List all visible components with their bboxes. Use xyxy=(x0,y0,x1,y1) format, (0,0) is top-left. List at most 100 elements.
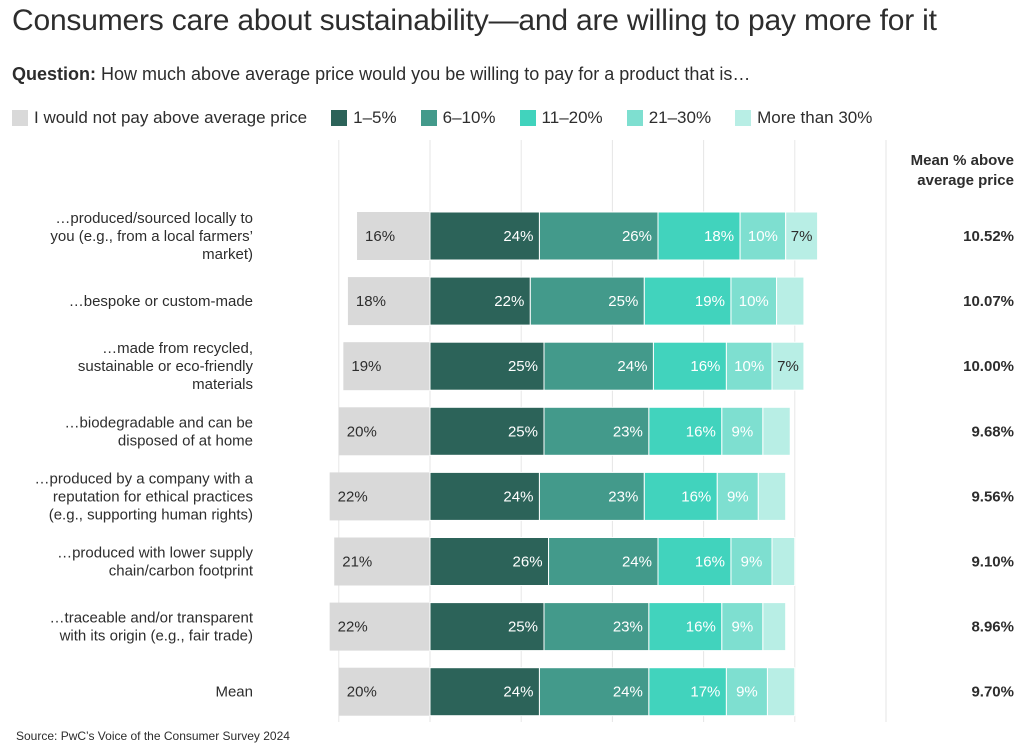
bar-segment xyxy=(643,276,732,326)
legend-swatch xyxy=(420,110,437,126)
bar-label: 22% xyxy=(494,293,524,310)
bar-label: 18% xyxy=(704,228,734,245)
bar-segment xyxy=(648,602,723,652)
bar-segment xyxy=(538,211,659,261)
bar-label: 25% xyxy=(608,293,638,310)
question-text: Question: How much above average price w… xyxy=(12,64,750,85)
mean-value: 8.96% xyxy=(971,619,1014,636)
bar-segment xyxy=(429,211,540,261)
bar-label: 7% xyxy=(791,228,813,245)
bar-label: 10% xyxy=(748,228,778,245)
bar-segment xyxy=(725,667,768,717)
legend-item: More than 30% xyxy=(735,108,872,128)
legend: I would not pay above average price 1–5% 6… xyxy=(12,108,896,128)
bar-segment xyxy=(739,211,787,261)
bar-no-pay xyxy=(334,537,430,586)
bar-segment xyxy=(543,602,650,652)
legend-label: More than 30% xyxy=(757,108,873,127)
bar-label: 18% xyxy=(356,293,386,310)
bar-label: 9% xyxy=(741,554,763,571)
legend-swatch xyxy=(626,110,643,126)
bar-segment xyxy=(757,471,787,521)
bar-segment xyxy=(429,537,550,586)
bar-segment xyxy=(716,471,759,521)
mean-value: 10.52% xyxy=(963,228,1014,245)
legend-item: 1–5% xyxy=(331,108,397,128)
category-label: (e.g., supporting human rights) xyxy=(49,506,253,523)
legend-swatch xyxy=(519,110,536,126)
bar-segment xyxy=(785,211,819,261)
bar-label: 22% xyxy=(338,619,368,636)
bar-label: 10% xyxy=(734,358,764,375)
mean-value: 10.00% xyxy=(963,358,1014,375)
mean-value: 9.56% xyxy=(971,488,1014,505)
bar-label: 25% xyxy=(508,358,538,375)
category-label: …traceable and/or transparent xyxy=(50,610,254,627)
legend-swatch xyxy=(735,110,752,126)
bar-label: 16% xyxy=(695,554,725,571)
bar-label: 16% xyxy=(686,619,716,636)
bar-no-pay xyxy=(357,212,430,260)
bar-segment xyxy=(766,667,796,717)
bar-segment xyxy=(648,406,723,456)
bar-segment xyxy=(548,537,659,586)
bar-label: 25% xyxy=(508,423,538,440)
bar-segment xyxy=(543,341,654,391)
bar-segment xyxy=(543,406,650,456)
legend-label: 1–5% xyxy=(353,108,397,127)
legend-label: 11–20% xyxy=(541,108,603,127)
mean-value: 9.70% xyxy=(971,684,1014,701)
bar-label: 16% xyxy=(690,358,720,375)
mean-header: average price xyxy=(917,172,1014,189)
bar-segment xyxy=(776,276,805,326)
bar-no-pay xyxy=(347,277,430,326)
bar-segment xyxy=(657,537,732,586)
bar-label: 9% xyxy=(727,488,749,505)
bar-label: 26% xyxy=(622,228,652,245)
bar-label: 21% xyxy=(342,554,372,571)
category-label: chain/carbon footprint xyxy=(109,563,254,580)
bar-label: 16% xyxy=(365,228,395,245)
bar-label: 19% xyxy=(351,358,381,375)
bar-label: 24% xyxy=(503,228,533,245)
bar-label: 9% xyxy=(736,684,758,701)
bar-no-pay xyxy=(338,407,430,456)
bar-label: 20% xyxy=(347,423,377,440)
bar-segment xyxy=(429,471,540,521)
bar-label: 9% xyxy=(732,423,754,440)
bar-label: 23% xyxy=(608,488,638,505)
bar-segment xyxy=(730,276,778,326)
bar-label: 19% xyxy=(695,293,725,310)
legend-label: 6–10% xyxy=(442,108,496,127)
mean-value: 10.07% xyxy=(963,293,1014,310)
bar-label: 24% xyxy=(622,554,652,571)
bar-label: 24% xyxy=(613,684,643,701)
mean-header: Mean % above xyxy=(911,152,1014,169)
bar-segment xyxy=(771,537,796,586)
category-label: you (e.g., from a local farmers’ xyxy=(50,228,253,245)
mean-value: 9.10% xyxy=(971,554,1014,571)
bar-label: 9% xyxy=(732,619,754,636)
legend-label: I would not pay above average price xyxy=(34,108,308,127)
bar-segment xyxy=(762,602,787,652)
category-label: disposed of at home xyxy=(118,432,253,449)
category-label: with its origin (e.g., fair trade) xyxy=(59,628,253,645)
category-label: Mean xyxy=(215,684,253,701)
bar-label: 26% xyxy=(513,554,543,571)
category-label: reputation for ethical practices xyxy=(53,488,253,505)
bar-label: 16% xyxy=(681,488,711,505)
bar-no-pay xyxy=(329,602,430,651)
bar-segment xyxy=(725,341,773,391)
bar-label: 7% xyxy=(777,358,799,375)
legend-item: 11–20% xyxy=(519,108,603,128)
legend-swatch xyxy=(331,110,348,126)
category-label: …produced/sourced locally to xyxy=(55,210,253,227)
category-label: …made from recycled, xyxy=(102,340,253,357)
bar-label: 17% xyxy=(690,684,720,701)
category-label: materials xyxy=(192,376,253,393)
bar-segment xyxy=(429,276,531,326)
category-label: …biodegradable and can be xyxy=(65,414,253,431)
legend-swatch xyxy=(12,110,28,126)
bar-segment xyxy=(721,602,764,652)
bar-segment xyxy=(771,341,805,391)
